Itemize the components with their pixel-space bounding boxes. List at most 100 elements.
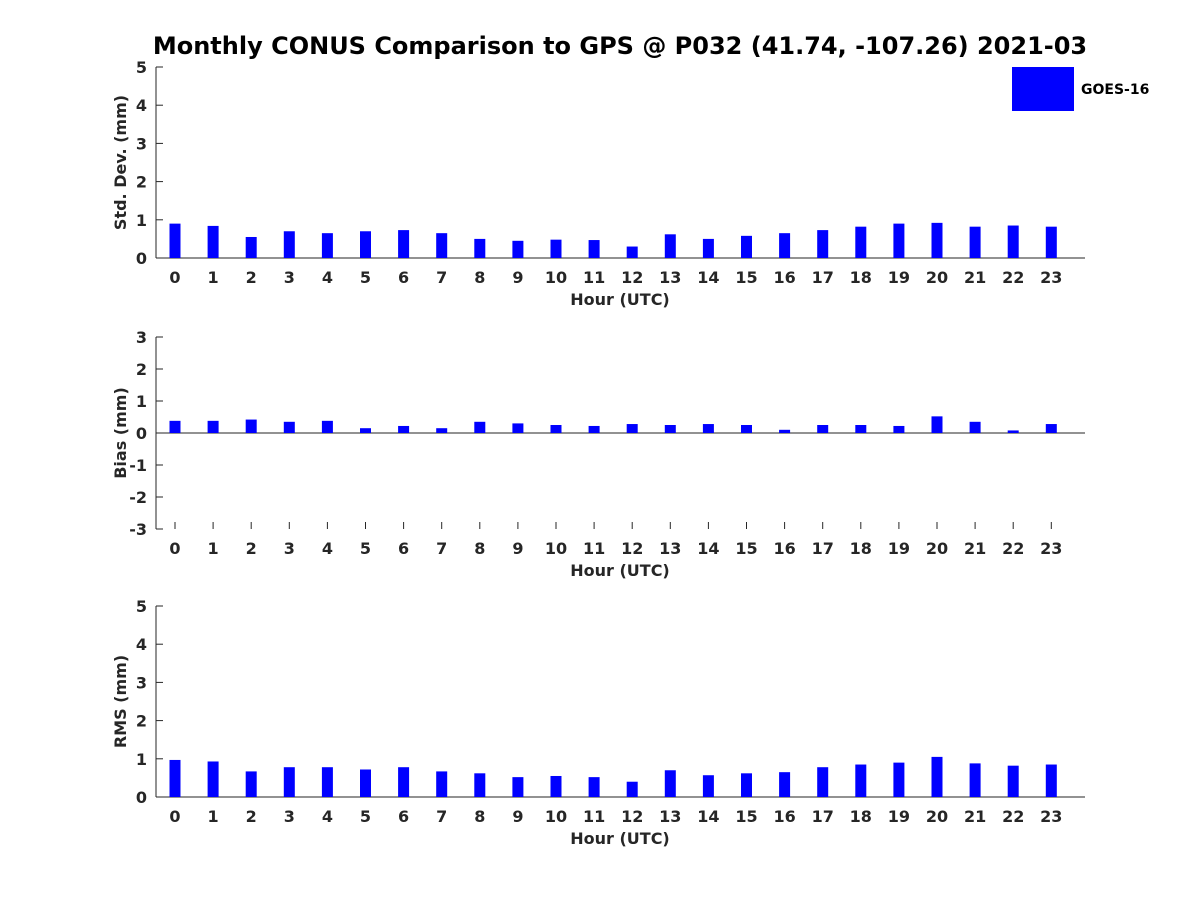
x-tick-label: 1 (208, 268, 219, 287)
bar (1007, 225, 1019, 258)
bar (626, 246, 638, 258)
x-tick-label: 20 (926, 807, 948, 826)
y-tick-label: 0 (136, 249, 147, 268)
x-tick-label: 21 (964, 807, 986, 826)
bar (931, 416, 943, 433)
x-tick-label: 15 (735, 539, 757, 558)
x-axis-label: Hour (UTC) (570, 829, 670, 848)
bar (702, 424, 714, 433)
y-tick-label: 4 (136, 635, 147, 654)
bar (855, 226, 867, 258)
y-axis-label: Std. Dev. (mm) (111, 95, 130, 230)
x-tick-label: 7 (436, 268, 447, 287)
bar (245, 419, 257, 433)
x-tick-label: 0 (169, 268, 180, 287)
y-tick-label: 1 (136, 211, 147, 230)
chart-title: Monthly CONUS Comparison to GPS @ P032 (… (153, 32, 1087, 60)
y-tick-label: 4 (136, 96, 147, 115)
x-tick-label: 17 (812, 268, 834, 287)
bar (893, 762, 905, 797)
bar (588, 425, 600, 433)
x-tick-label: 6 (398, 539, 409, 558)
bar (855, 425, 867, 433)
legend-swatch (1012, 67, 1074, 111)
x-tick-label: 14 (697, 807, 719, 826)
x-tick-label: 11 (583, 539, 605, 558)
x-tick-label: 13 (659, 268, 681, 287)
x-tick-label: 10 (545, 807, 567, 826)
y-tick-label: 3 (136, 134, 147, 153)
bar (283, 231, 295, 258)
legend: GOES-16 (1012, 67, 1149, 111)
bar (664, 234, 676, 258)
x-tick-label: 2 (246, 539, 257, 558)
x-tick-label: 22 (1002, 268, 1024, 287)
x-tick-label: 8 (474, 539, 485, 558)
bar (474, 773, 486, 797)
x-tick-label: 5 (360, 539, 371, 558)
bar (626, 424, 638, 433)
x-tick-label: 17 (812, 539, 834, 558)
y-tick-label: 5 (136, 597, 147, 616)
bar (1007, 430, 1019, 433)
x-tick-label: 20 (926, 539, 948, 558)
x-tick-label: 11 (583, 268, 605, 287)
x-tick-label: 14 (697, 539, 719, 558)
x-tick-label: 22 (1002, 807, 1024, 826)
y-tick-label: 2 (136, 712, 147, 731)
x-tick-label: 8 (474, 807, 485, 826)
bar (664, 425, 676, 433)
bar (931, 222, 943, 258)
bar (931, 756, 943, 797)
bar (1045, 226, 1057, 258)
bar (550, 425, 562, 433)
x-tick-label: 10 (545, 268, 567, 287)
x-tick-label: 0 (169, 539, 180, 558)
x-tick-label: 3 (284, 268, 295, 287)
x-tick-label: 22 (1002, 539, 1024, 558)
x-tick-label: 2 (246, 807, 257, 826)
x-tick-label: 9 (512, 807, 523, 826)
x-tick-label: 4 (322, 268, 333, 287)
y-tick-label: 1 (136, 750, 147, 769)
bar (588, 240, 600, 258)
x-tick-label: 13 (659, 539, 681, 558)
x-tick-label: 19 (888, 539, 910, 558)
bar (969, 763, 981, 797)
bar (360, 769, 371, 797)
x-tick-label: 18 (850, 268, 872, 287)
x-tick-label: 12 (621, 807, 643, 826)
x-tick-label: 6 (398, 807, 409, 826)
bar (779, 429, 791, 433)
y-tick-label: -1 (129, 456, 147, 475)
x-tick-label: 12 (621, 268, 643, 287)
y-tick-label: -3 (129, 520, 147, 539)
y-tick-label: 3 (136, 673, 147, 692)
x-tick-label: 3 (284, 539, 295, 558)
bar (588, 777, 600, 797)
x-tick-label: 13 (659, 807, 681, 826)
x-tick-label: 6 (398, 268, 409, 287)
bar (398, 425, 410, 433)
bar (817, 425, 829, 433)
bar (1045, 764, 1057, 797)
y-tick-label: -2 (129, 488, 147, 507)
bar (321, 233, 333, 258)
bar (512, 423, 524, 433)
x-tick-label: 2 (246, 268, 257, 287)
x-tick-label: 16 (773, 539, 795, 558)
x-tick-label: 7 (436, 807, 447, 826)
bar (1045, 424, 1057, 433)
x-tick-label: 18 (850, 807, 872, 826)
bar (245, 771, 257, 797)
x-tick-label: 23 (1040, 268, 1062, 287)
bar (207, 420, 219, 433)
y-tick-label: 0 (136, 788, 147, 807)
bar (169, 420, 181, 433)
x-tick-label: 18 (850, 539, 872, 558)
bar (893, 425, 905, 433)
